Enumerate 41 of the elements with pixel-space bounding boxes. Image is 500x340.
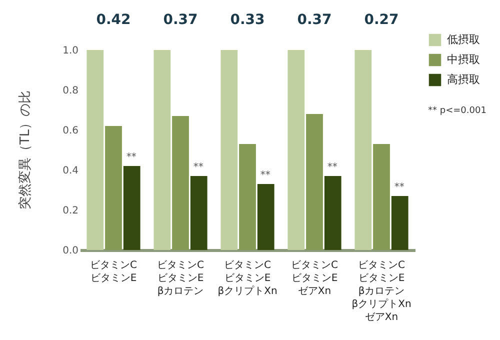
legend-label: 中摂取: [447, 53, 480, 66]
data-label: 0.37: [297, 12, 332, 28]
y-tick-label: 0.8: [62, 86, 78, 96]
bar: [190, 176, 208, 250]
bar: [354, 50, 372, 250]
bar: [172, 116, 189, 250]
x-tick-label: ビタミンC ビタミンE βカロテン βクリプトXn ゼアXn: [352, 260, 412, 323]
bar: [373, 144, 390, 250]
bar: [220, 50, 238, 250]
legend-label: 高摂取: [447, 73, 480, 86]
annotation: **: [193, 162, 204, 173]
bar: [288, 50, 305, 250]
bar: [306, 114, 323, 250]
y-tick-label: 0.0: [62, 246, 78, 256]
data-label: 0.33: [230, 12, 265, 28]
x-tick-label: ビタミンC ビタミンE ゼアXn: [291, 260, 338, 297]
x-tick-label: ビタミンC ビタミンE βカロテン: [157, 260, 204, 297]
bar: [154, 50, 171, 250]
annotation: **: [260, 170, 270, 181]
bar: [257, 184, 274, 250]
bar: [239, 144, 256, 250]
data-label: 0.37: [163, 12, 198, 28]
data-label: 0.27: [364, 12, 399, 28]
bar: [324, 176, 342, 250]
annotation: **: [126, 152, 136, 163]
legend-label: 低摂取: [447, 33, 480, 46]
y-tick-label: 0.6: [62, 126, 78, 136]
bar: [86, 50, 104, 250]
bar: [123, 166, 140, 250]
y-tick-label: 0.2: [62, 206, 78, 216]
y-axis-title: 突然変異（TL）の比: [17, 90, 33, 210]
x-tick-label: ビタミンC ビタミンE βクリプトXn: [218, 260, 278, 297]
y-tick-label: 0.4: [62, 166, 78, 176]
x-tick-label: ビタミンC ビタミンE: [90, 260, 138, 284]
y-tick-label: 1.0: [62, 46, 78, 56]
bar: [105, 126, 122, 250]
data-label: 0.42: [96, 12, 131, 28]
text: ** p<=0.001: [428, 106, 486, 116]
bar: [391, 196, 408, 250]
annotation: **: [394, 182, 404, 193]
annotation: **: [327, 162, 338, 173]
